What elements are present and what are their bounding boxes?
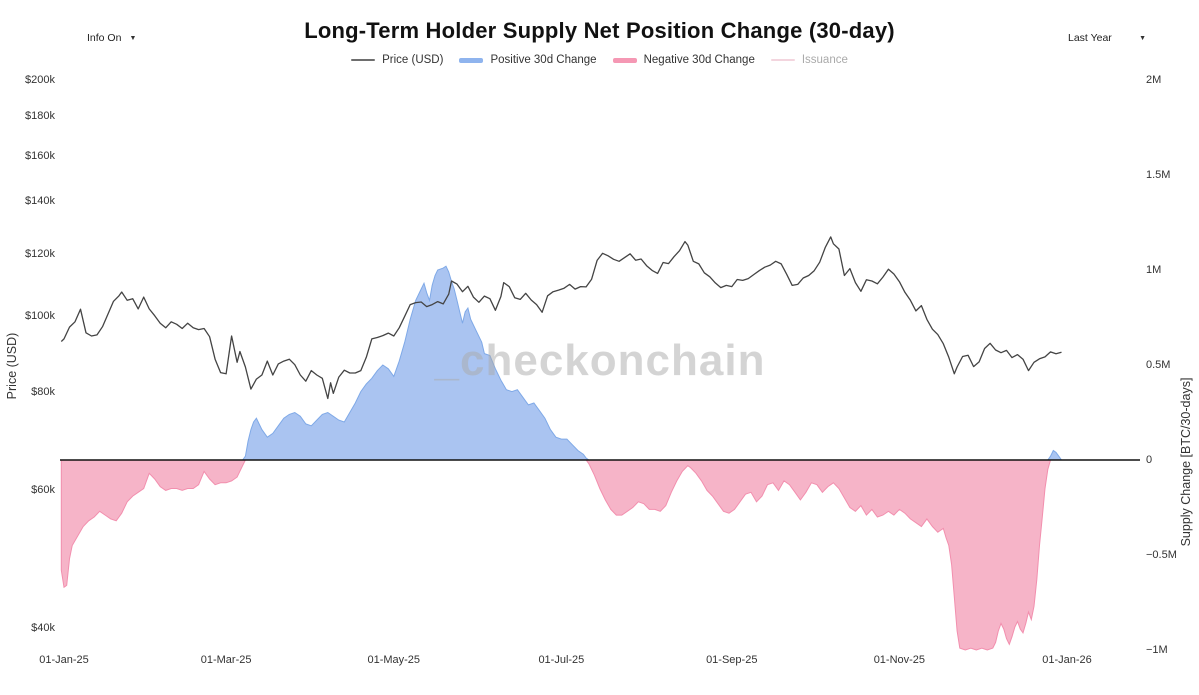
- x-tick: 01-Jan-26: [1042, 654, 1092, 666]
- legend-item-negative-change[interactable]: Negative 30d Change: [612, 54, 755, 66]
- positive-change-swatch: [459, 57, 484, 63]
- legend-label: Issuance: [801, 54, 848, 66]
- negative-area: [60, 459, 1062, 651]
- y-left-tick: $200k: [25, 73, 55, 86]
- x-tick: 01-May-25: [367, 654, 421, 666]
- legend-label: Negative 30d Change: [643, 54, 755, 66]
- x-tick: 01-Nov-25: [873, 654, 926, 666]
- legend: Price (USD) Positive 30d Change Negative…: [0, 54, 1199, 66]
- y-left-tick: $100k: [25, 310, 55, 322]
- y-right-tick: 0.5M: [1146, 359, 1171, 371]
- y-right-tick: 2M: [1146, 74, 1162, 86]
- info-dropdown[interactable]: Info On ▼: [83, 30, 141, 46]
- info-dropdown-label: Info On: [87, 32, 122, 44]
- legend-label: Positive 30d Change: [490, 54, 597, 66]
- y-left-tick: $140k: [25, 195, 55, 208]
- y-right-tick: 1M: [1146, 264, 1162, 276]
- legend-item-issuance[interactable]: Issuance: [770, 54, 848, 66]
- chevron-down-icon: ▼: [1139, 34, 1146, 42]
- y-left-tick: $180k: [25, 109, 55, 122]
- y-left-tick: $60k: [31, 484, 55, 497]
- range-dropdown[interactable]: Last Year ▼: [1064, 30, 1150, 46]
- chevron-down-icon: ▼: [129, 34, 137, 42]
- x-tick: 01-Sep-25: [706, 654, 758, 666]
- y-right-tick: −0.5M: [1146, 549, 1177, 561]
- x-tick: 01-Jan-25: [39, 654, 89, 666]
- legend-item-price[interactable]: Price (USD): [351, 54, 443, 66]
- x-tick: 01-Mar-25: [200, 654, 252, 666]
- legend-item-positive-change[interactable]: Positive 30d Change: [459, 54, 597, 66]
- negative-change-swatch: [612, 57, 637, 63]
- y-left-tick: $160k: [25, 149, 55, 162]
- x-tick: 01-Jul-25: [538, 654, 585, 666]
- y-right-tick: −1M: [1146, 644, 1168, 656]
- y-right-tick: 1.5M: [1146, 169, 1171, 181]
- y-right-tick: 0: [1146, 454, 1153, 466]
- price-line-swatch: [351, 59, 376, 61]
- issuance-line-swatch: [770, 59, 795, 61]
- positive-area: [61, 265, 1063, 461]
- page-title: Long-Term Holder Supply Net Position Cha…: [304, 18, 895, 43]
- y-left-tick: $80k: [31, 386, 55, 399]
- price-line: [60, 236, 1062, 400]
- range-dropdown-label: Last Year: [1068, 32, 1112, 44]
- y-left-tick: $120k: [25, 247, 55, 260]
- legend-label: Price (USD): [382, 54, 444, 66]
- y-left-tick: $40k: [31, 622, 55, 635]
